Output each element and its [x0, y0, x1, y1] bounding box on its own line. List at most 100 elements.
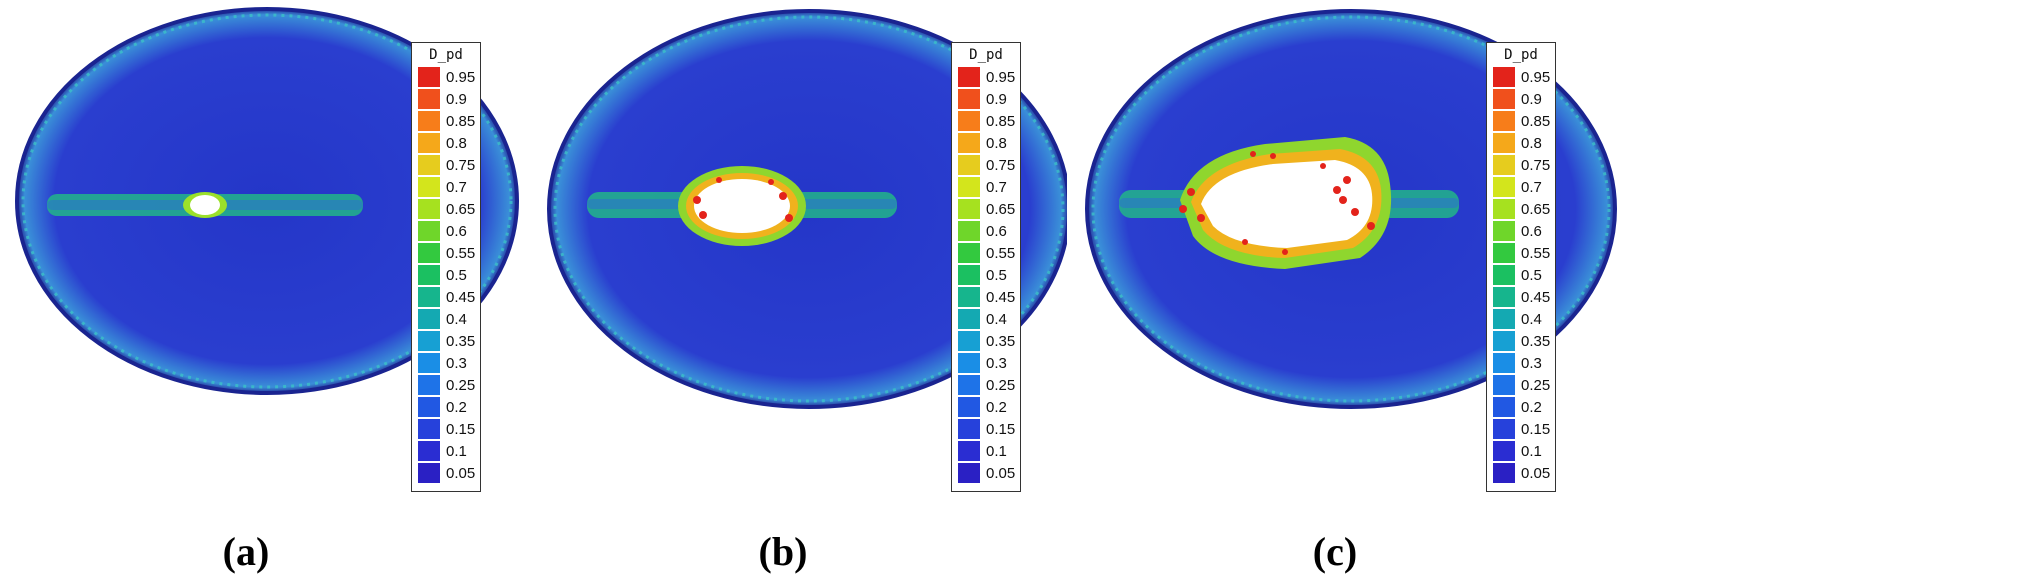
colorbar-swatch — [958, 331, 980, 351]
colorbar-swatch — [1493, 67, 1515, 87]
colorbar-swatch — [958, 397, 980, 417]
colorbar-swatch — [1493, 243, 1515, 263]
colorbar-entry: 0.15 — [1493, 419, 1550, 439]
colorbar-swatch — [1493, 221, 1515, 241]
colorbar-label: 0.7 — [986, 178, 1007, 196]
colorbar-label: 0.85 — [1521, 112, 1551, 130]
colorbar-label: 0.35 — [1521, 332, 1551, 350]
colorbar-label: 0.15 — [446, 420, 476, 438]
colorbar-entry: 0.45 — [958, 287, 1015, 307]
colorbar-entry: 0.05 — [958, 463, 1015, 483]
figure-caption-b: (b) — [758, 529, 808, 574]
colorbar-label: 0.6 — [986, 222, 1007, 240]
colorbar-swatch — [1493, 89, 1515, 109]
colorbar-label: 0.85 — [986, 112, 1016, 130]
colorbar-label: 0.3 — [446, 354, 467, 372]
colorbar-label: 0.95 — [986, 68, 1016, 86]
figure-panel-b: D_pd 0.95 0.9 0.85 0.8 0.75 0.7 0.65 0.6 0.55 0.5… — [547, 9, 1067, 574]
colorbar-entry: 0.75 — [958, 155, 1015, 175]
colorbar-entry: 0.55 — [958, 243, 1015, 263]
hole — [694, 179, 790, 233]
colorbar-entry: 0.25 — [958, 375, 1015, 395]
colorbar-label: 0.8 — [986, 134, 1007, 152]
colorbar-label: 0.4 — [986, 310, 1007, 328]
colorbar-entry: 0.95 — [418, 67, 475, 87]
figure-caption-c: (c) — [1312, 529, 1358, 574]
colorbar-swatch — [1493, 309, 1515, 329]
colorbar-label: 0.45 — [986, 288, 1016, 306]
simulation-disk-a — [15, 7, 519, 395]
colorbar-swatch — [958, 309, 980, 329]
colorbar-swatch — [1493, 265, 1515, 285]
colorbar-swatch — [418, 265, 440, 285]
colorbar-label: 0.25 — [986, 376, 1016, 394]
colorbar-swatch — [418, 67, 440, 87]
colorbar-swatch — [418, 133, 440, 153]
colorbar-swatch — [418, 155, 440, 175]
colorbar-swatch — [418, 89, 440, 109]
colorbar-swatch — [1493, 353, 1515, 373]
colorbar-label: 0.7 — [446, 178, 467, 196]
colorbar-swatch — [418, 111, 440, 131]
colorbar-entry: 0.45 — [1493, 287, 1550, 307]
simulation-disk-c — [1085, 9, 1617, 409]
colorbar-entry: 0.1 — [958, 441, 1007, 461]
colorbar-label: 0.05 — [446, 464, 476, 482]
colorbar-entry: 0.3 — [418, 353, 467, 373]
colorbar-label: 0.45 — [1521, 288, 1551, 306]
colorbar-label: 0.75 — [1521, 156, 1551, 174]
colorbar-entry: 0.55 — [418, 243, 475, 263]
colorbar-label: 0.25 — [446, 376, 476, 394]
colorbar-swatch — [418, 221, 440, 241]
colorbar-entry: 0.2 — [418, 397, 467, 417]
colorbar-entry: 0.1 — [418, 441, 467, 461]
disk-edge — [15, 7, 519, 395]
colorbar-label: 0.85 — [446, 112, 476, 130]
colorbar-label: 0.1 — [986, 442, 1007, 460]
colorbar-entry: 0.7 — [1493, 177, 1542, 197]
colorbar-title: D_pd — [969, 47, 1003, 63]
colorbar-label: 0.9 — [986, 90, 1007, 108]
colorbar-swatch — [1493, 199, 1515, 219]
colorbar-swatch — [958, 375, 980, 395]
colorbar-entry: 0.4 — [1493, 309, 1542, 329]
colorbar-label: 0.4 — [446, 310, 467, 328]
colorbar-swatch — [418, 199, 440, 219]
colorbar-swatch — [418, 419, 440, 439]
colorbar-entry: 0.1 — [1493, 441, 1542, 461]
colorbar-entry: 0.9 — [958, 89, 1007, 109]
failed-particles — [693, 177, 793, 222]
disk-rim — [1091, 15, 1611, 403]
colorbar-label: 0.2 — [446, 398, 467, 416]
disk-edge — [547, 9, 1067, 409]
colorbar-entry: 0.7 — [418, 177, 467, 197]
colorbar-swatch — [1493, 287, 1515, 307]
disk-edge — [1085, 9, 1617, 409]
colorbar-label: 0.55 — [1521, 244, 1551, 262]
colorbar-title: D_pd — [1504, 47, 1538, 63]
colorbar-label: 0.15 — [986, 420, 1016, 438]
colorbar-swatch — [958, 243, 980, 263]
colorbar-entry: 0.65 — [1493, 199, 1550, 219]
colorbar-label: 0.6 — [1521, 222, 1542, 240]
colorbar-entry: 0.5 — [958, 265, 1007, 285]
colorbar-swatch — [958, 221, 980, 241]
colorbar-c: D_pd 0.95 0.9 0.85 0.8 0.75 0.7 0.65 0.6 0.55 0.5… — [1486, 42, 1556, 492]
colorbar-swatch — [418, 243, 440, 263]
colorbar-entry: 0.95 — [1493, 67, 1550, 87]
colorbar-b: D_pd 0.95 0.9 0.85 0.8 0.75 0.7 0.65 0.6 0.55 0.5… — [951, 42, 1021, 492]
colorbar-swatch — [958, 265, 980, 285]
colorbar-swatch — [418, 375, 440, 395]
colorbar-swatch — [1493, 111, 1515, 131]
colorbar-swatch — [1493, 331, 1515, 351]
colorbar-swatch — [958, 177, 980, 197]
colorbar-entry: 0.55 — [1493, 243, 1550, 263]
colorbar-swatch — [958, 199, 980, 219]
colorbar-swatch — [418, 463, 440, 483]
colorbar-entry: 0.05 — [1493, 463, 1550, 483]
hole — [1201, 160, 1373, 248]
colorbar-entry: 0.75 — [418, 155, 475, 175]
colorbar-swatch — [958, 441, 980, 461]
colorbar-label: 0.05 — [986, 464, 1016, 482]
